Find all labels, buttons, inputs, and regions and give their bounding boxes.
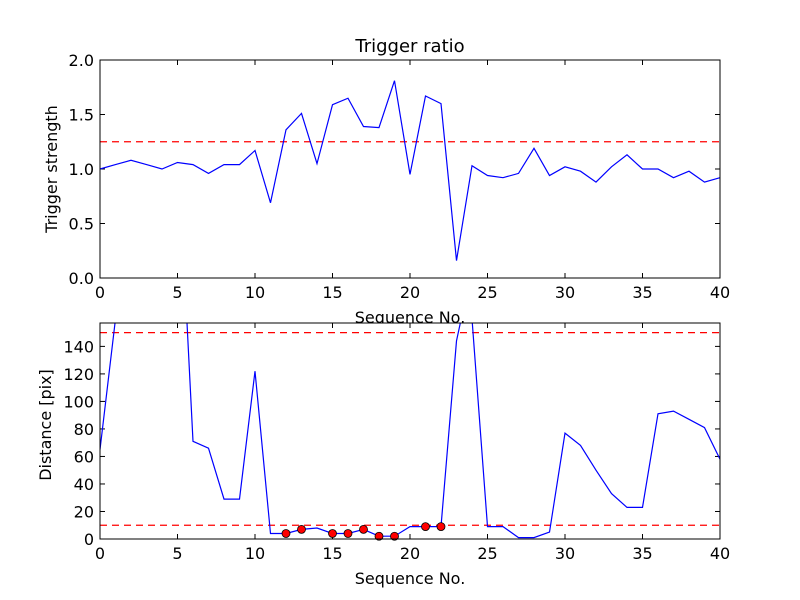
top-chart-title: Trigger ratio xyxy=(354,36,464,57)
top-x-tick-label: 35 xyxy=(632,283,652,302)
top-x-axis-label: Sequence No. xyxy=(355,308,466,327)
bottom-marker-point xyxy=(436,522,446,532)
bottom-x-axis-label: Sequence No. xyxy=(355,569,466,588)
bottom-x-tick-label: 40 xyxy=(710,544,730,563)
top-x-tick-label: 20 xyxy=(400,283,420,302)
top-x-tick-label: 30 xyxy=(555,283,575,302)
bottom-y-axis-label: Distance [pix] xyxy=(36,369,55,481)
top-x-tick-label: 15 xyxy=(322,283,342,302)
top-y-axis-label: Trigger strength xyxy=(42,105,61,234)
bottom-y-tick-label: 20 xyxy=(74,502,94,521)
bottom-marker-point xyxy=(281,529,291,538)
top-x-tick-label: 25 xyxy=(477,283,497,302)
bottom-markers xyxy=(281,522,446,541)
top-series xyxy=(99,80,721,261)
distance-chart: 0 5 10 15 20 25 30 35 40 0 20 40 60 80 100 120 140 Seque… xyxy=(36,322,730,588)
top-x-tick-label: 10 xyxy=(245,283,265,302)
top-series-line xyxy=(99,80,721,261)
bottom-y-tick-label: 100 xyxy=(63,392,94,411)
bottom-x-tick-label: 20 xyxy=(400,544,420,563)
top-y-tick-label: 0.5 xyxy=(69,215,94,234)
top-y-tick-label: 2.0 xyxy=(69,51,94,70)
bottom-y-tick-label: 0 xyxy=(84,530,94,549)
bottom-x-tick-label: 15 xyxy=(322,544,342,563)
top-y-tick-label: 0.0 xyxy=(69,269,94,288)
bottom-marker-point xyxy=(421,522,430,532)
top-ticks: 0 5 10 15 20 25 30 35 40 0.0 0.5 1.0 1.5 2.0 xyxy=(69,51,731,302)
top-x-tick-label: 0 xyxy=(95,283,105,302)
bottom-ticks: 0 5 10 15 20 25 30 35 40 0 20 40 60 80 100 120 140 xyxy=(63,323,730,563)
bottom-y-tick-label: 40 xyxy=(74,475,94,494)
bottom-marker-point xyxy=(374,531,384,541)
bottom-x-tick-label: 30 xyxy=(555,544,575,563)
bottom-y-tick-label: 120 xyxy=(63,365,94,384)
bottom-x-tick-label: 25 xyxy=(477,544,497,563)
bottom-marker-point xyxy=(343,529,353,538)
bottom-y-tick-label: 140 xyxy=(63,337,94,356)
top-y-tick-label: 1.5 xyxy=(69,106,94,125)
bottom-y-tick-label: 80 xyxy=(74,420,94,439)
top-x-tick-label: 40 xyxy=(710,283,730,302)
top-x-tick-label: 5 xyxy=(172,283,182,302)
bottom-x-tick-label: 0 xyxy=(95,544,105,563)
bottom-reference-lines xyxy=(100,332,720,526)
top-y-tick-label: 1.0 xyxy=(69,160,94,179)
bottom-marker-point xyxy=(359,524,368,534)
bottom-y-tick-label: 60 xyxy=(74,447,94,466)
bottom-x-tick-label: 35 xyxy=(632,544,652,563)
bottom-marker-point xyxy=(328,529,337,538)
bottom-marker-point xyxy=(390,531,399,541)
bottom-x-tick-label: 5 xyxy=(172,544,182,563)
trigger-ratio-chart: 0 5 10 15 20 25 30 35 40 0.0 0.5 1.0 1.5 2.0 Trigger … xyxy=(42,36,730,327)
bottom-plot-area xyxy=(100,323,720,539)
top-plot-frame xyxy=(99,59,721,279)
top-plot-area xyxy=(100,60,720,278)
bottom-marker-point xyxy=(297,524,306,534)
bottom-x-tick-label: 10 xyxy=(245,544,265,563)
bottom-plot-frame xyxy=(99,322,721,540)
